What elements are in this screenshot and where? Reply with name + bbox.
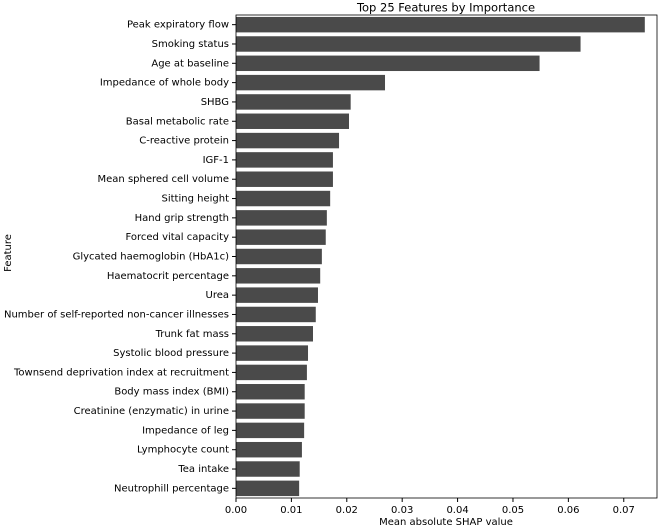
chart-title: Top 25 Features by Importance xyxy=(356,1,535,15)
y-tick-label: SHBG xyxy=(201,97,229,108)
y-tick-label: Glycated haemoglobin (HbA1c) xyxy=(73,252,230,263)
bar xyxy=(236,113,350,129)
bar xyxy=(236,326,313,342)
x-tick-label: 0.05 xyxy=(502,505,524,516)
x-tick-label: 0.00 xyxy=(225,505,247,516)
y-tick-label: Mean sphered cell volume xyxy=(98,174,229,185)
y-tick-label: Impedance of whole body xyxy=(100,78,229,89)
bar xyxy=(236,16,645,33)
y-tick-label: Systolic blood pressure xyxy=(113,348,229,359)
y-tick-label: Age at baseline xyxy=(151,58,229,69)
x-axis-label: Mean absolute SHAP value xyxy=(379,517,513,528)
y-tick-label: Peak expiratory flow xyxy=(127,20,229,31)
y-tick-label: Smoking status xyxy=(152,39,229,50)
x-tick-label: 0.03 xyxy=(391,505,413,516)
y-tick-label: Neutrophill percentage xyxy=(114,483,229,494)
bar xyxy=(236,306,316,323)
bar xyxy=(236,94,351,110)
y-tick-label: Forced vital capacity xyxy=(125,232,229,243)
y-tick-label: Sitting height xyxy=(162,194,230,205)
y-tick-label: Haematocrit percentage xyxy=(107,271,229,282)
bar xyxy=(236,248,322,265)
bar xyxy=(236,210,327,226)
x-tick-label: 0.02 xyxy=(336,505,358,516)
plot-frame xyxy=(235,14,658,499)
y-tick-label: Trunk fat mass xyxy=(155,329,229,340)
y-tick-label: Creatinine (enzymatic) in urine xyxy=(74,406,229,417)
bar xyxy=(236,268,321,284)
bar xyxy=(236,36,581,52)
bar xyxy=(236,441,302,458)
y-tick-label: Basal metabolic rate xyxy=(126,116,229,127)
y-tick-label: C-reactive protein xyxy=(139,136,229,147)
bar xyxy=(236,152,333,168)
bar xyxy=(236,461,300,477)
bar xyxy=(236,190,331,207)
bar xyxy=(236,422,305,439)
y-tick-label: Urea xyxy=(206,290,230,301)
x-tick-label: 0.04 xyxy=(446,505,468,516)
bar xyxy=(236,229,326,245)
bar xyxy=(236,345,309,361)
y-axis-label: Feature xyxy=(3,234,14,272)
y-tick-label: Impedance of leg xyxy=(142,425,229,436)
y-tick-label: Townsend deprivation index at recruitmen… xyxy=(13,367,229,378)
x-tick-label: 0.07 xyxy=(613,505,635,516)
bar xyxy=(236,480,300,497)
y-tick-label: Number of self-reported non-cancer illne… xyxy=(4,309,229,320)
bar xyxy=(236,171,333,187)
x-tick-label: 0.01 xyxy=(280,505,302,516)
y-tick-label: Hand grip strength xyxy=(135,213,229,224)
bar xyxy=(236,403,305,419)
x-tick-label: 0.06 xyxy=(557,505,579,516)
bar xyxy=(236,384,305,400)
y-tick-label: Lymphocyte count xyxy=(137,445,229,456)
y-tick-label: Body mass index (BMI) xyxy=(114,387,229,398)
bar xyxy=(236,364,307,381)
y-tick-label: Tea intake xyxy=(177,464,229,475)
bar xyxy=(236,55,540,72)
y-tick-label: IGF-1 xyxy=(203,155,229,166)
bar xyxy=(236,74,386,91)
bar xyxy=(236,132,340,149)
bar xyxy=(236,287,318,303)
